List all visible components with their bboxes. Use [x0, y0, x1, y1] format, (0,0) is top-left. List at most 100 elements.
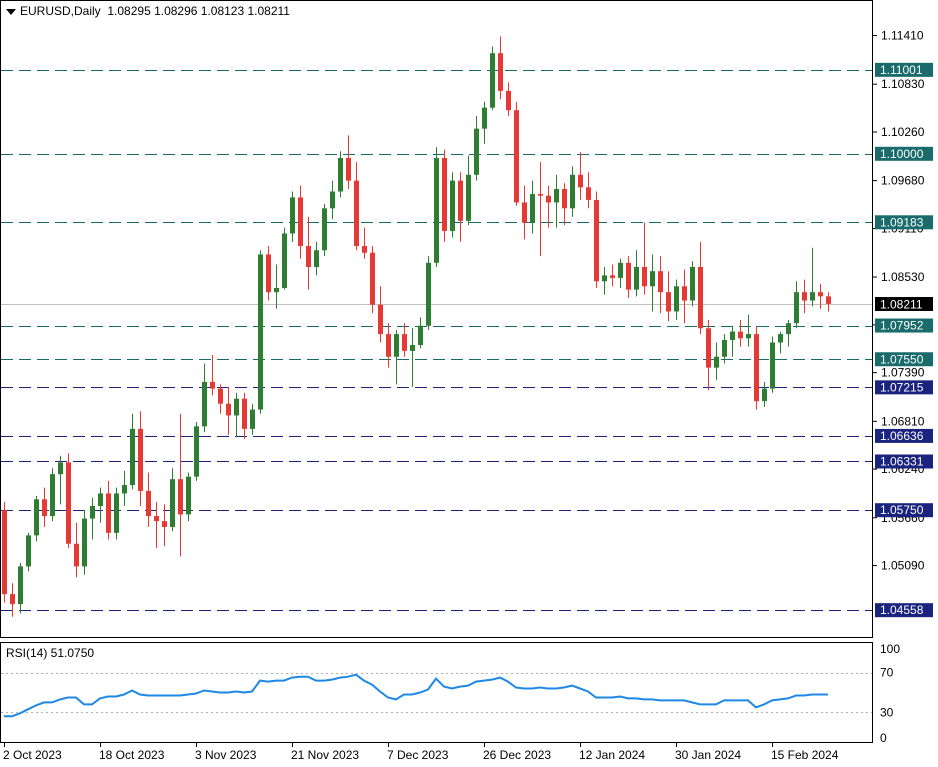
candle-body	[762, 388, 767, 402]
candle-body	[754, 334, 759, 402]
candle-body	[66, 462, 71, 544]
level-label: 1.09183	[880, 215, 924, 229]
candle-body	[74, 543, 79, 567]
candle-body	[626, 262, 631, 290]
candle-body	[114, 493, 119, 533]
candle-body	[530, 194, 535, 223]
candle-body	[322, 208, 327, 251]
candle-body	[122, 485, 127, 494]
level-label: 1.07550	[880, 352, 924, 366]
candle-body	[410, 344, 415, 351]
level-label-bg	[875, 352, 933, 367]
candle-body	[10, 594, 15, 605]
price-tick-label: 1.10830	[881, 77, 925, 91]
rsi-pane-border	[0, 642, 873, 743]
current-price-label: 1.08211	[880, 298, 923, 312]
level-label: 1.04558	[880, 603, 924, 617]
candle-body	[522, 202, 527, 223]
candle-body	[330, 191, 335, 209]
chart-header: EURUSD,Daily 1.08295 1.08296 1.08123 1.0…	[6, 4, 290, 18]
price-pane-border	[0, 0, 873, 638]
price-tick-label: 1.08530	[881, 270, 925, 284]
candle-body	[314, 250, 319, 268]
candle-body	[226, 403, 231, 416]
candle-body	[546, 195, 551, 203]
candle-body	[258, 254, 263, 410]
ohlc-values: 1.08295 1.08296 1.08123 1.08211	[107, 4, 290, 18]
candle-body	[714, 356, 719, 368]
level-label: 1.07215	[880, 380, 924, 394]
symbol-label: EURUSD,Daily	[20, 4, 101, 18]
candle-body	[802, 292, 807, 301]
candle-body	[26, 535, 31, 567]
candle-body	[50, 474, 55, 517]
candle-body	[794, 292, 799, 324]
candle-body	[274, 287, 279, 293]
price-tick-label: 1.06810	[881, 414, 925, 428]
candle-body	[450, 180, 455, 231]
time-label: 12 Jan 2024	[579, 748, 645, 762]
level-label: 1.11001	[880, 63, 923, 77]
candle-body	[650, 271, 655, 287]
candle-body	[138, 428, 143, 491]
candle-body	[218, 388, 223, 404]
candle-body	[90, 506, 95, 519]
level-label: 1.06331	[880, 454, 924, 468]
candle-body	[370, 252, 375, 305]
candle-body	[458, 180, 463, 221]
candle-body	[106, 493, 111, 533]
candle-body	[338, 157, 343, 192]
level-label-bg	[875, 603, 933, 618]
candle-body	[610, 275, 615, 278]
candle-body	[826, 296, 831, 304]
candle-body	[514, 110, 519, 203]
candle-body	[58, 462, 63, 475]
candle-body	[386, 334, 391, 357]
candle-body	[562, 189, 567, 209]
candle-body	[490, 53, 495, 108]
candle-body	[594, 199, 599, 282]
candle-body	[698, 267, 703, 329]
axis-layer: 1.114101.108301.102601.096801.091101.085…	[3, 29, 933, 762]
candle-body	[426, 262, 431, 326]
candle-body	[170, 479, 175, 527]
price-tick-label: 1.10260	[881, 125, 925, 139]
candle-body	[770, 342, 775, 389]
level-label: 1.05750	[880, 503, 924, 517]
candle-body	[290, 197, 295, 234]
level-label-bg	[875, 428, 933, 443]
candle-body	[266, 254, 271, 293]
candle-body	[402, 334, 407, 351]
dropdown-triangle-icon[interactable]	[6, 8, 16, 15]
candle-body	[602, 275, 607, 282]
candle-body	[642, 267, 647, 287]
time-label: 2 Oct 2023	[3, 748, 62, 762]
candle-body	[18, 566, 23, 605]
candle-body	[98, 493, 103, 507]
candle-body	[146, 490, 151, 517]
candle-body	[506, 90, 511, 111]
candle-body	[738, 331, 743, 339]
candle-body	[674, 286, 679, 312]
candle-body	[466, 174, 471, 221]
price-layer	[1, 36, 872, 617]
time-label: 7 Dec 2023	[387, 748, 449, 762]
candle-body	[202, 381, 207, 427]
candle-body	[282, 233, 287, 288]
candle-body	[618, 262, 623, 278]
rsi-header: RSI(14) 51.0750	[6, 646, 95, 660]
candle-body	[658, 271, 663, 293]
time-label: 3 Nov 2023	[195, 748, 257, 762]
candle-body	[298, 197, 303, 247]
candle-body	[346, 157, 351, 181]
rsi-line	[4, 673, 828, 718]
candle-body	[394, 334, 399, 357]
candle-body	[786, 323, 791, 335]
candle-body	[706, 328, 711, 368]
current-price-label-bg	[875, 297, 933, 311]
candle-body	[690, 267, 695, 301]
candle-body	[242, 398, 247, 429]
candle-body	[666, 292, 671, 312]
candle-body	[498, 53, 503, 91]
